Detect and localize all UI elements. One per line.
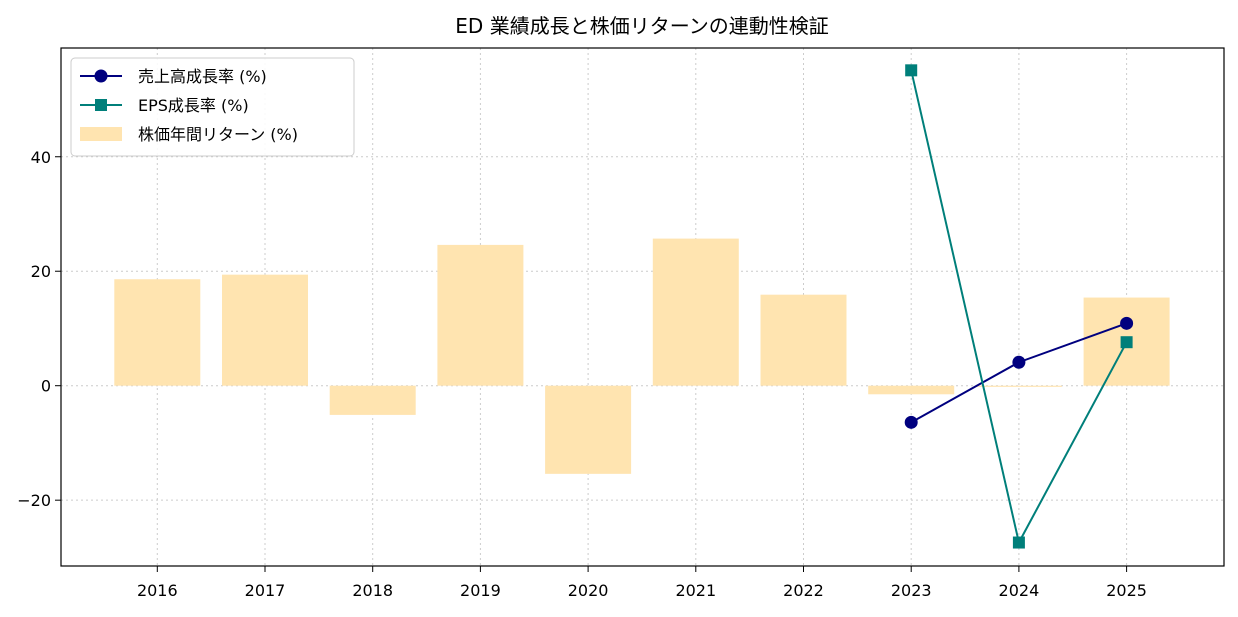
grid <box>61 48 1224 566</box>
x-tick-label-2016: 2016 <box>137 581 178 600</box>
bar-2016 <box>114 279 201 386</box>
x-tick-label-2020: 2020 <box>568 581 609 600</box>
x-tick-label-2022: 2022 <box>783 581 824 600</box>
axes: 2016 2017 2018 2019 2020 2021 2022 2023 2024 2025… <box>17 47 1225 600</box>
bars <box>114 238 1170 474</box>
legend-marker-1 <box>95 99 107 111</box>
series-1-point-2025 <box>1120 336 1133 349</box>
series-0-point-2024 <box>1012 355 1026 369</box>
bar-2020 <box>545 385 632 474</box>
bar-2021 <box>652 238 739 386</box>
legend: 売上高成長率 (%) EPS成長率 (%) 株価年間リターン (%) <box>70 57 355 157</box>
plot-frame <box>60 47 1225 567</box>
x-tick-label-2018: 2018 <box>352 581 393 600</box>
bar-2022 <box>760 294 847 386</box>
y-tick-label-0: 0 <box>41 377 51 396</box>
x-tick-label-2021: 2021 <box>675 581 716 600</box>
series-1-point-2023 <box>905 64 918 77</box>
legend-marker-0 <box>94 69 108 83</box>
legend-label-2: 株価年間リターン (%) <box>138 125 298 144</box>
bar-2023 <box>868 385 955 395</box>
y-tick-label-20: 20 <box>31 262 51 281</box>
chart-title: ED 業績成長と株価リターンの連動性検証 <box>455 14 828 38</box>
legend-label-1: EPS成長率 (%) <box>138 96 249 115</box>
series-0-point-2023 <box>904 415 918 429</box>
bar-2024 <box>975 385 1062 387</box>
lines <box>904 64 1134 549</box>
y-tick-label-40: 40 <box>31 148 51 167</box>
x-tick-label-2017: 2017 <box>245 581 286 600</box>
y-tick-label--20: −20 <box>17 491 51 510</box>
bar-2018 <box>329 385 416 415</box>
x-tick-label-2023: 2023 <box>891 581 932 600</box>
x-tick-label-2019: 2019 <box>460 581 501 600</box>
series-1-point-2024 <box>1012 536 1025 549</box>
legend-label-0: 売上高成長率 (%) <box>138 67 267 86</box>
series-0-point-2025 <box>1120 316 1134 330</box>
x-tick-label-2025: 2025 <box>1106 581 1147 600</box>
bar-2019 <box>437 244 524 386</box>
legend-swatch-2 <box>80 127 122 141</box>
legend-box <box>70 57 355 157</box>
bar-2017 <box>222 274 308 386</box>
x-tick-label-2024: 2024 <box>999 581 1040 600</box>
